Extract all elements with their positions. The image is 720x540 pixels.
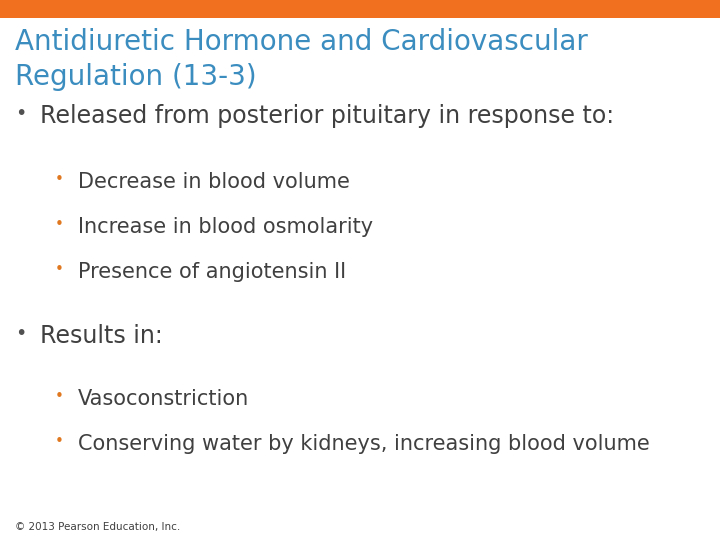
Text: Results in:: Results in: bbox=[40, 324, 163, 348]
Text: Antidiuretic Hormone and Cardiovascular
Regulation (13-3): Antidiuretic Hormone and Cardiovascular … bbox=[15, 28, 588, 91]
Text: Released from posterior pituitary in response to:: Released from posterior pituitary in res… bbox=[40, 104, 614, 128]
Text: •: • bbox=[55, 262, 64, 277]
Text: •: • bbox=[55, 434, 64, 449]
Text: Increase in blood osmolarity: Increase in blood osmolarity bbox=[78, 217, 373, 237]
Bar bbox=[0, 0, 720, 18]
Text: •: • bbox=[55, 217, 64, 232]
Text: •: • bbox=[15, 324, 27, 343]
Text: •: • bbox=[55, 172, 64, 187]
Text: •: • bbox=[15, 104, 27, 123]
Text: Presence of angiotensin II: Presence of angiotensin II bbox=[78, 262, 346, 282]
Text: Conserving water by kidneys, increasing blood volume: Conserving water by kidneys, increasing … bbox=[78, 434, 649, 454]
Text: © 2013 Pearson Education, Inc.: © 2013 Pearson Education, Inc. bbox=[15, 522, 180, 532]
Text: Decrease in blood volume: Decrease in blood volume bbox=[78, 172, 350, 192]
Text: Vasoconstriction: Vasoconstriction bbox=[78, 389, 249, 409]
Text: •: • bbox=[55, 389, 64, 404]
